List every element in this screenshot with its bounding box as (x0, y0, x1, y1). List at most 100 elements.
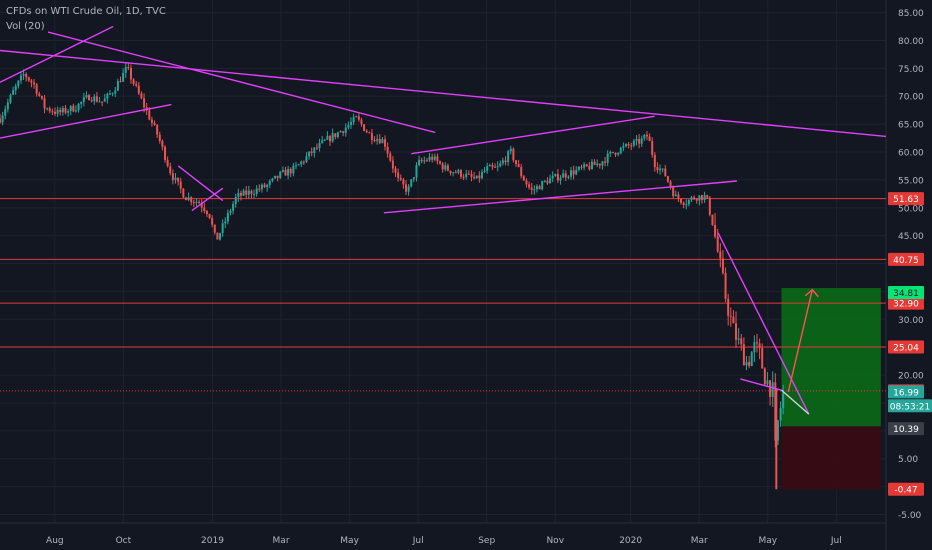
candle-body (708, 197, 711, 215)
candle-body (287, 168, 290, 176)
candle-body (156, 124, 159, 135)
candle-body (6, 102, 9, 110)
candle-body (538, 186, 541, 190)
candle-body (54, 111, 57, 114)
candle-body (465, 173, 468, 178)
trendline[interactable] (0, 49, 887, 138)
candle-body (680, 198, 683, 203)
profit-zone[interactable] (781, 288, 881, 427)
candle-body (46, 108, 49, 110)
candle-body (203, 207, 206, 211)
candle-body (601, 161, 604, 166)
trendline[interactable] (0, 25, 114, 83)
last-price-label: 16.99 (893, 388, 919, 398)
candle-body (368, 132, 371, 134)
candle-body (109, 93, 112, 95)
candle-body (428, 156, 431, 161)
candle-body (643, 134, 646, 139)
candle-body (661, 168, 664, 170)
candle-body (520, 166, 523, 177)
candle-body (420, 159, 423, 162)
candle-body (232, 203, 235, 211)
candle-body (1, 115, 4, 123)
candle-body (467, 173, 470, 175)
trendline[interactable] (740, 378, 782, 391)
candle-body (161, 141, 164, 147)
candle-body (457, 170, 460, 173)
volume-indicator-label[interactable]: Vol (20) (6, 21, 45, 32)
loss-zone[interactable] (781, 426, 881, 490)
candle-body (407, 186, 410, 192)
candle-body (619, 147, 622, 154)
candle-body (564, 173, 567, 178)
trendline[interactable] (191, 187, 224, 212)
candle-body (48, 108, 51, 112)
candle-body (693, 197, 696, 200)
candle-body (737, 338, 740, 340)
candle-body (114, 90, 117, 94)
candle-body (258, 188, 261, 190)
candle-body (541, 181, 544, 190)
candle-body (682, 202, 685, 205)
candle-body (716, 236, 719, 252)
x-axis-tick-label: Oct (116, 536, 132, 546)
candle-body (9, 94, 12, 103)
candle-body (127, 67, 130, 69)
candle-body (635, 138, 638, 141)
trendline[interactable] (47, 31, 436, 134)
candle-body (59, 109, 62, 113)
candle-body (355, 116, 358, 118)
trendline[interactable] (717, 232, 810, 415)
low-price-label: -0.47 (894, 486, 917, 496)
trendline[interactable] (177, 165, 224, 202)
wedge-apex-line[interactable] (781, 389, 810, 415)
trendline[interactable] (411, 115, 655, 155)
candle-body (446, 165, 449, 171)
candle-body (614, 152, 617, 155)
candle-body (245, 190, 248, 195)
candle-body (25, 73, 28, 78)
candle-body (200, 203, 203, 208)
candle-body (239, 192, 242, 196)
candle-body (132, 79, 135, 84)
candle-body (169, 166, 172, 174)
trendline[interactable] (0, 103, 172, 139)
candle-body (198, 201, 201, 204)
candle-body (64, 107, 67, 113)
candle-body (478, 175, 481, 179)
candle-body (119, 81, 122, 83)
candle-body (431, 156, 434, 160)
candle-body (373, 139, 376, 141)
candle-body (116, 81, 119, 91)
candle-body (439, 161, 442, 164)
candle-body (533, 189, 536, 191)
projection-arrow-head (804, 288, 819, 298)
candle-body (389, 153, 392, 161)
candle-body (302, 161, 305, 163)
candle-body (454, 172, 457, 174)
candle-body (370, 133, 373, 140)
y-axis-tick-label: 30.00 (898, 316, 924, 326)
candle-body (352, 117, 355, 123)
low-price-label-bg (888, 482, 924, 496)
candle-body (255, 188, 258, 195)
candle-body (384, 139, 387, 147)
candle-body (554, 173, 557, 176)
candle-body (80, 101, 83, 104)
candle-body (271, 178, 274, 181)
y-axis-tick-label: 55.00 (898, 176, 924, 186)
candle-body (4, 109, 7, 116)
projection-arrow-shaft[interactable] (787, 289, 813, 392)
candle-body (745, 361, 748, 366)
candle-body (444, 165, 447, 170)
y-axis-tick-label: 5.00 (898, 455, 918, 465)
candle-body (208, 214, 211, 218)
candle-body (289, 168, 292, 174)
candle-body (559, 177, 562, 181)
trendline[interactable] (383, 180, 737, 214)
candle-body (300, 161, 303, 165)
candle-body (436, 156, 439, 162)
candle-body (284, 169, 287, 176)
x-axis-tick-label: 2020 (619, 536, 642, 546)
